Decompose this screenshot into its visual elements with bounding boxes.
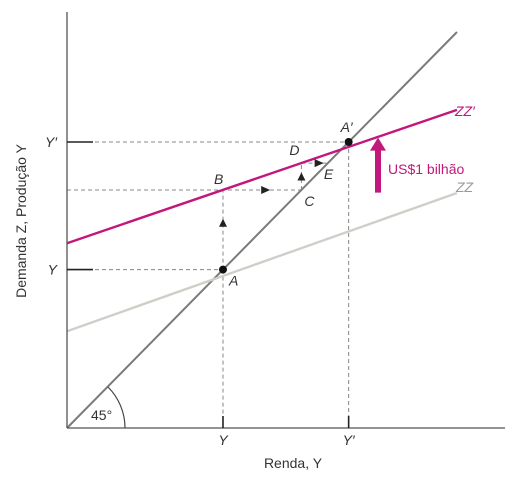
- arrow-a-to-b: [218, 218, 227, 227]
- y-tick-label-1: Y′: [45, 134, 58, 150]
- label-point-a: A: [228, 273, 238, 289]
- plot-lines: [66, 31, 458, 429]
- label-point-d: D: [289, 142, 299, 158]
- angle-label: 45°: [91, 407, 112, 423]
- equilibrium-point-0: [218, 265, 227, 274]
- markers: [218, 137, 386, 274]
- axes: [66, 12, 505, 429]
- label-point-a-prime: A′: [340, 119, 354, 135]
- arrow-d-to-e: [314, 159, 324, 168]
- x-tick-label-1: Y′: [343, 432, 356, 448]
- zz-prime-line: [66, 108, 458, 245]
- label-zz: ZZ: [455, 179, 474, 195]
- equilibrium-point-1: [344, 138, 353, 146]
- x-axis-title: Renda, Y: [264, 455, 323, 471]
- shift-label: US$1 bilhão: [388, 161, 464, 177]
- x-tick-label-0: Y: [218, 432, 229, 448]
- label-zz-prime: ZZ′: [454, 103, 476, 119]
- zz-line: [66, 191, 458, 333]
- diagonal-45-line: [66, 31, 458, 429]
- label-point-e: E: [324, 166, 334, 182]
- chart-labels: Y Y′ Y Y′ 45° A A′ B C D E ZZ ZZ′ US$1 bilhão Renda, Y…: [13, 103, 476, 471]
- y-tick-label-0: Y: [48, 262, 59, 278]
- label-point-c: C: [304, 193, 315, 209]
- shift-arrow-head: [370, 137, 386, 151]
- label-point-b: B: [214, 171, 223, 187]
- arrow-b-to-c: [261, 185, 271, 194]
- angle-arc: [107, 386, 126, 429]
- y-axis-title: Demanda Z, Produção Y: [13, 143, 29, 297]
- arrow-c-to-d: [297, 172, 306, 181]
